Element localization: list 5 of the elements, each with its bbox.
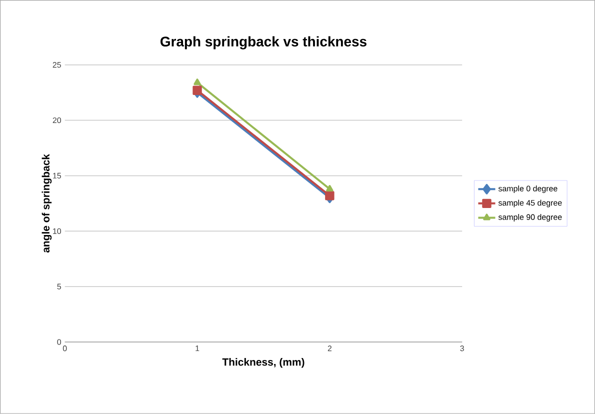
y-axis-title: angle of springback [42,154,52,253]
x-axis-title: Thickness, (mm) [222,358,304,368]
point [325,191,334,200]
point [192,86,202,96]
chart-title: Graph springback vs thickness [160,36,366,50]
